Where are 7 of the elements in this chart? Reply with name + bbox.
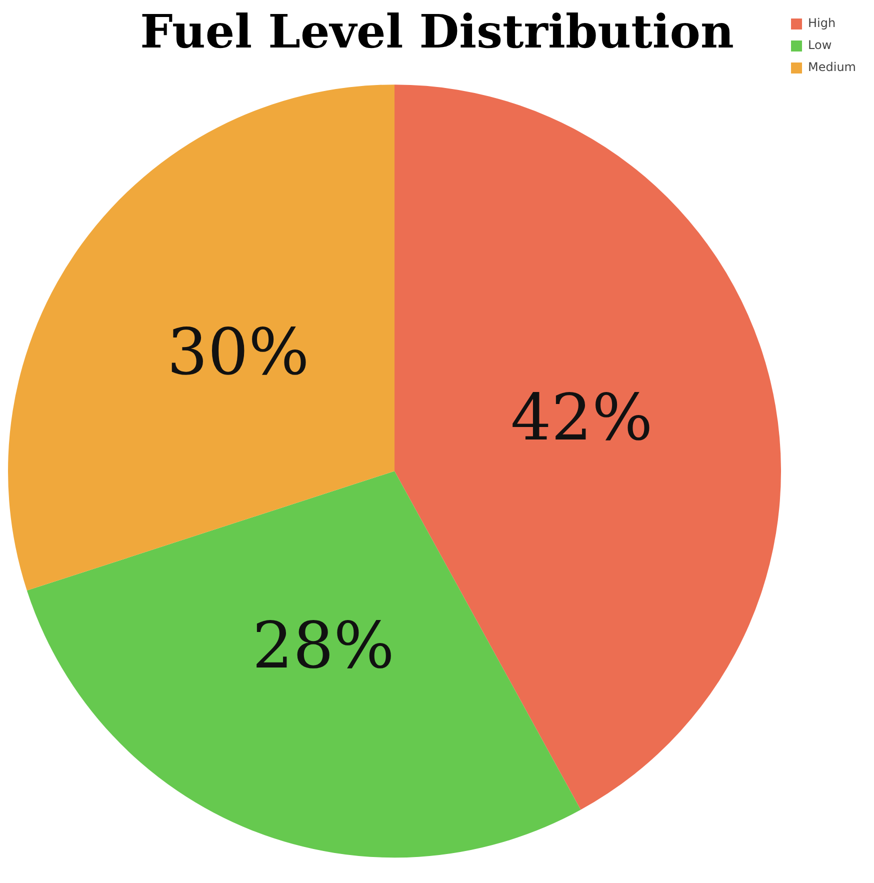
chart-title: Fuel Level Distribution [140,4,734,59]
legend-label: High [808,16,836,30]
data-label: 28% [252,609,394,684]
data-label: 42% [510,382,653,456]
legend-label: Medium [808,60,856,74]
legend-label: Low [808,38,832,52]
data-label: 30% [167,316,310,390]
